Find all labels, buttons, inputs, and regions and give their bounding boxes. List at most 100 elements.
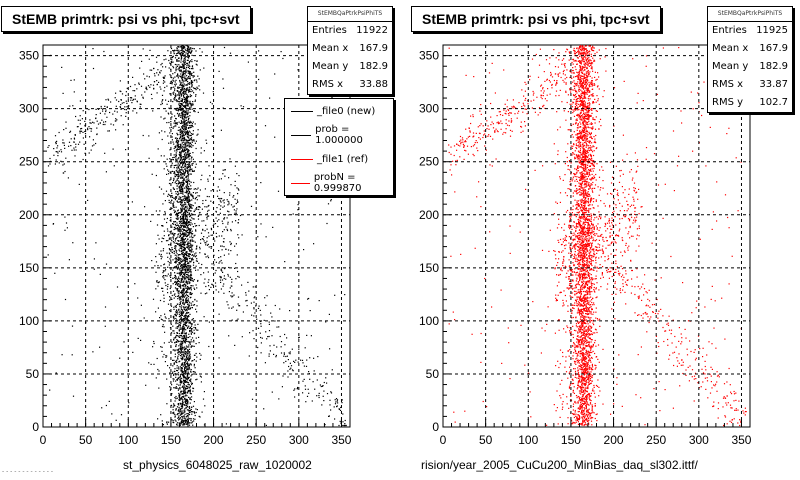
scatter-point (188, 72, 190, 74)
scatter-point (183, 248, 185, 251)
scatter-point (186, 210, 188, 212)
scatter-point (590, 222, 593, 224)
scatter-point (309, 310, 311, 312)
scatter-point (177, 74, 179, 76)
scatter-point (173, 318, 175, 320)
scatter-point (176, 141, 179, 143)
scatter-point (187, 242, 189, 244)
scatter-point (178, 351, 180, 353)
scatter-point (105, 121, 107, 123)
scatter-point (173, 294, 175, 296)
scatter-point (289, 362, 291, 364)
scatter-point (228, 177, 230, 179)
scatter-point (186, 340, 188, 343)
scatter-point (160, 318, 162, 320)
scatter-point (180, 273, 183, 275)
scatter-point (230, 285, 232, 287)
scatter-point (183, 304, 185, 306)
scatter-point (184, 263, 186, 265)
scatter-point (207, 178, 209, 180)
scatter-point (164, 75, 166, 77)
scatter-point (174, 276, 176, 279)
scatter-point (183, 273, 185, 276)
scatter-point (197, 187, 199, 189)
scatter-point (589, 242, 591, 244)
scatter-point (163, 238, 165, 240)
scatter-point (190, 206, 192, 208)
scatter-point (193, 262, 195, 264)
scatter-point (314, 388, 316, 390)
scatter-point (181, 370, 183, 372)
scatter-point (174, 356, 176, 358)
scatter-point (164, 279, 166, 281)
scatter-point (336, 399, 339, 401)
scatter-point (171, 113, 173, 115)
scatter-point (219, 200, 221, 202)
scatter-point (55, 159, 57, 161)
scatter-point (195, 230, 197, 232)
scatter-point (176, 253, 178, 255)
scatter-point (183, 411, 185, 413)
scatter-point (203, 424, 206, 426)
scatter-point (188, 303, 190, 305)
scatter-point (190, 91, 192, 93)
scatter-point (197, 323, 199, 325)
scatter-point (581, 100, 583, 102)
scatter-point (189, 78, 191, 80)
scatter-point (177, 417, 179, 419)
scatter-point (185, 112, 187, 114)
scatter-point (185, 378, 187, 380)
scatter-point (175, 266, 177, 268)
scatter-point (238, 237, 240, 239)
scatter-point (183, 172, 185, 174)
scatter-point (180, 237, 182, 239)
scatter-point (184, 59, 186, 61)
scatter-point (200, 152, 202, 154)
scatter-point (169, 149, 171, 151)
scatter-point (579, 151, 581, 153)
scatter-point (183, 263, 185, 265)
scatter-point (180, 312, 182, 315)
scatter-point (182, 365, 184, 367)
scatter-point (190, 291, 192, 294)
scatter-point (225, 423, 227, 425)
scatter-point (167, 256, 169, 258)
scatter-point (176, 237, 178, 239)
scatter-point (180, 321, 182, 323)
scatter-point (198, 224, 200, 227)
scatter-point (181, 311, 183, 314)
scatter-point (184, 265, 186, 267)
scatter-point (183, 285, 185, 287)
scatter-point (197, 206, 199, 208)
scatter-point (260, 223, 262, 225)
scatter-point (70, 145, 72, 147)
scatter-point (241, 336, 243, 338)
y-tick-label: 100 (19, 314, 39, 328)
scatter-point (185, 147, 187, 149)
scatter-point (176, 123, 178, 125)
scatter-point (306, 359, 308, 361)
scatter-point (62, 92, 64, 94)
scatter-point (183, 178, 185, 180)
scatter-point (196, 60, 198, 62)
scatter-point (72, 242, 74, 244)
scatter-point (185, 104, 187, 107)
scatter-point (194, 209, 196, 211)
scatter-point (187, 376, 189, 379)
scatter-point (178, 187, 180, 189)
scatter-point (182, 246, 184, 248)
scatter-point (219, 212, 221, 214)
scatter-point (234, 212, 236, 214)
scatter-point (188, 390, 190, 392)
scatter-point (116, 215, 118, 217)
scatter-point (188, 271, 190, 273)
scatter-point (187, 278, 189, 280)
scatter-point (84, 133, 87, 135)
scatter-point (161, 101, 163, 103)
scatter-point (183, 323, 185, 325)
scatter-point (206, 216, 208, 218)
scatter-point (189, 287, 191, 289)
scatter-point (251, 314, 253, 316)
scatter-point (304, 385, 306, 387)
scatter-point (69, 105, 71, 107)
